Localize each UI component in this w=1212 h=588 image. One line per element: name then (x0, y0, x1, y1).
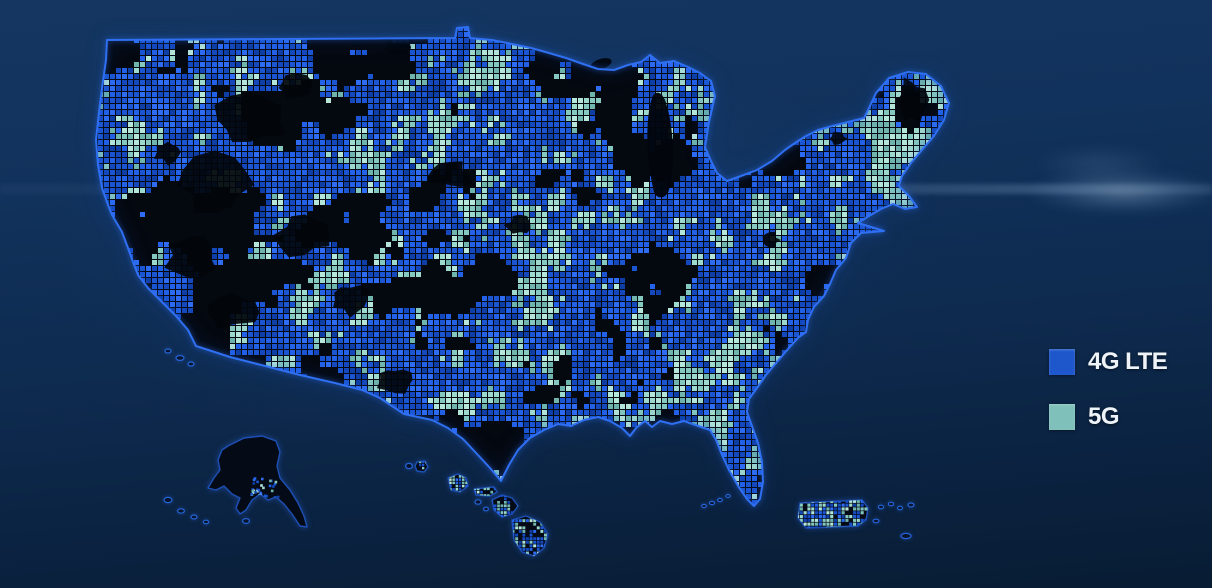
puerto-rico-and-virgin-islands (797, 499, 915, 540)
no-coverage-patches (154, 34, 930, 394)
legend-label-4g-lte: 4G LTE (1088, 348, 1168, 375)
kauai-island (414, 460, 429, 473)
niihau-island (405, 462, 414, 470)
legend-label-5g: 5G (1088, 403, 1120, 430)
lake-superior-islet (590, 58, 612, 70)
st-thomas-island (887, 501, 895, 507)
legend-swatch-5g (1049, 404, 1075, 430)
contiguous-us-shape (95, 26, 950, 507)
kahoolawe-island (483, 506, 490, 512)
st-john-island (896, 505, 903, 511)
lake-michigan (647, 92, 673, 198)
legend: 4G LTE 5G (1049, 348, 1168, 430)
lanai-island (474, 499, 482, 505)
culebra-island (877, 504, 885, 510)
aleutian-islands (163, 496, 251, 525)
alaska-coverage-cluster (250, 477, 280, 499)
florida-keys (700, 493, 731, 509)
channel-islands (164, 348, 195, 367)
hawaii-islands (405, 460, 549, 557)
puerto-rico-coverage (798, 500, 868, 528)
tortola-island (907, 502, 915, 508)
legend-item-5g: 5G (1049, 404, 1167, 430)
vieques-island (872, 518, 880, 524)
legend-item-4g-lte: 4G LTE (1049, 348, 1168, 375)
alaska-shape (163, 435, 308, 528)
legend-swatch-4g-lte (1049, 349, 1075, 375)
st-croix-island (900, 532, 912, 540)
